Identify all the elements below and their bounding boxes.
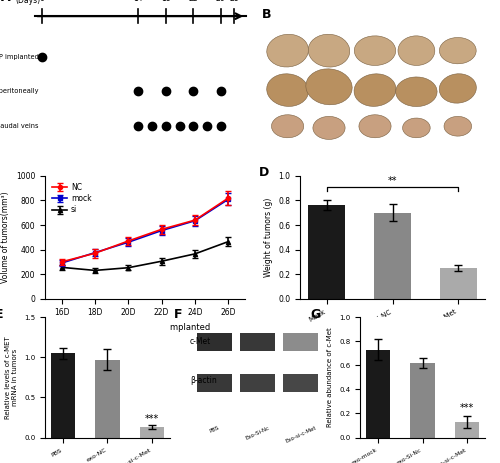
Ellipse shape xyxy=(440,38,476,64)
Text: β-actin: β-actin xyxy=(190,376,217,386)
Y-axis label: Relative abundance of c-Met: Relative abundance of c-Met xyxy=(328,327,334,427)
Text: (Days): (Days) xyxy=(15,0,40,5)
Bar xyxy=(440,268,476,299)
Text: E: E xyxy=(0,307,4,320)
Text: 14: 14 xyxy=(134,0,143,3)
Bar xyxy=(374,213,410,299)
Text: SGC7901/DDP implanted: SGC7901/DDP implanted xyxy=(0,54,38,60)
Ellipse shape xyxy=(266,74,308,106)
FancyBboxPatch shape xyxy=(240,374,275,392)
Ellipse shape xyxy=(402,118,430,138)
Ellipse shape xyxy=(267,34,308,67)
Ellipse shape xyxy=(354,74,396,106)
Text: c-Met: c-Met xyxy=(190,337,211,346)
Bar xyxy=(410,363,435,438)
Bar xyxy=(50,353,75,438)
Ellipse shape xyxy=(396,77,437,106)
Text: F: F xyxy=(174,307,182,320)
FancyBboxPatch shape xyxy=(197,374,232,392)
Text: PBS: PBS xyxy=(208,425,220,434)
Ellipse shape xyxy=(272,115,304,138)
Ellipse shape xyxy=(313,116,345,139)
Bar xyxy=(140,427,164,438)
Text: ***: *** xyxy=(145,414,159,424)
Text: Exosomes injected via caudal veins: Exosomes injected via caudal veins xyxy=(0,123,38,129)
Bar xyxy=(366,350,390,438)
Text: Exo-Si-Nc: Exo-Si-Nc xyxy=(244,425,270,441)
Text: D: D xyxy=(260,166,270,179)
Text: ***: *** xyxy=(460,403,474,413)
Ellipse shape xyxy=(306,69,352,105)
Text: 26: 26 xyxy=(216,0,226,3)
Text: DDP injected intraperitoneally: DDP injected intraperitoneally xyxy=(0,88,38,94)
Text: 22: 22 xyxy=(188,0,198,3)
Text: B: B xyxy=(262,8,272,21)
Text: **: ** xyxy=(388,176,397,186)
Legend: NC, mock, si: NC, mock, si xyxy=(49,180,94,218)
FancyBboxPatch shape xyxy=(197,333,232,351)
FancyBboxPatch shape xyxy=(240,333,275,351)
Y-axis label: Volume of tumors(mm³): Volume of tumors(mm³) xyxy=(2,192,11,283)
Text: 28: 28 xyxy=(230,0,239,3)
Ellipse shape xyxy=(359,115,391,138)
Ellipse shape xyxy=(308,34,350,67)
Bar xyxy=(455,422,479,438)
Ellipse shape xyxy=(398,36,435,65)
Text: Exo-si-c-Met: Exo-si-c-Met xyxy=(284,425,317,444)
Bar xyxy=(95,360,120,438)
Ellipse shape xyxy=(444,116,471,136)
Text: 18: 18 xyxy=(161,0,170,3)
Y-axis label: Relative levels of c-MET
mRNA in tumors: Relative levels of c-MET mRNA in tumors xyxy=(6,336,18,419)
Ellipse shape xyxy=(439,74,476,103)
Text: G: G xyxy=(310,307,320,320)
Text: 0: 0 xyxy=(40,0,45,3)
Bar xyxy=(308,206,344,299)
Ellipse shape xyxy=(354,36,396,65)
Y-axis label: Weight of tumors (g): Weight of tumors (g) xyxy=(264,198,272,277)
FancyBboxPatch shape xyxy=(283,333,318,351)
FancyBboxPatch shape xyxy=(283,374,318,392)
X-axis label: Time post 7901/DDP implanted: Time post 7901/DDP implanted xyxy=(80,323,210,332)
Text: A: A xyxy=(1,0,11,5)
